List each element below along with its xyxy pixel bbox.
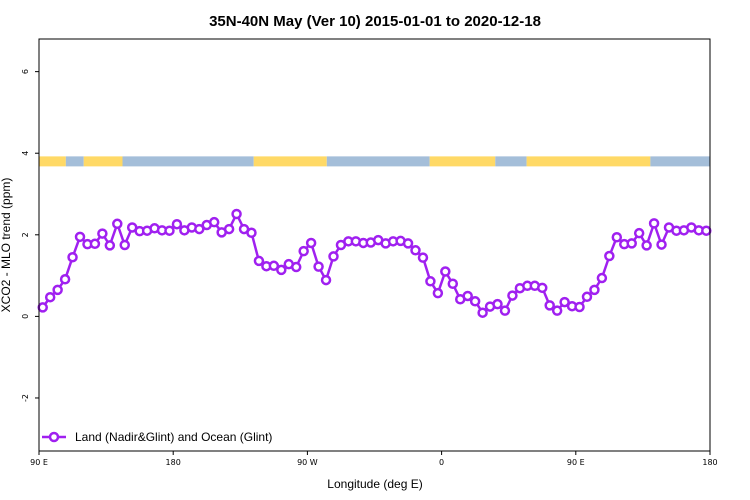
x-tick-label: 0 [439,458,444,467]
chart-title: 35N-40N May (Ver 10) 2015-01-01 to 2020-… [209,13,541,30]
data-point [537,282,548,294]
data-point [44,291,56,303]
data-point [440,266,451,277]
y-tick-label: 4 [21,151,30,156]
data-point [97,228,108,239]
plot-frame [38,38,711,452]
series-layer [37,208,712,318]
strip-segment-land [429,156,496,167]
data-point [633,227,645,239]
data-point [104,240,116,251]
data-point [89,238,101,250]
data-point [328,251,339,262]
legend: Land (Nadir&Glint) and Ocean (Glint) [42,430,272,444]
data-point [425,276,436,287]
x-tick-label: 90 E [30,458,48,467]
strip-segment-land [39,156,66,167]
data-point [462,290,473,302]
data-point [52,284,63,296]
x-tick-label: 90 W [297,458,318,467]
data-point [656,239,667,250]
y-axis-label: XCO2 - MLO trend (ppm) [0,178,13,313]
data-point [432,287,444,299]
data-point [417,252,429,263]
land-ocean-strip [39,156,710,167]
data-point [492,298,503,310]
legend-marker-swatch [48,431,60,443]
strip-segment-ocean [326,156,430,167]
y-tick-label: -2 [21,394,30,402]
data-point [246,227,257,239]
x-tick-label: 180 [166,458,181,467]
strip-segment-ocean [122,156,254,167]
legend-label: Land (Nadir&Glint) and Ocean (Glint) [75,430,272,444]
strip-segment-ocean [495,156,527,167]
data-point [641,240,652,251]
strip-segment-land [83,156,123,167]
data-point [67,251,78,263]
data-point [313,261,324,272]
x-tick-label: 180 [702,458,717,467]
data-point [290,261,302,273]
data-point [604,250,615,262]
data-point [589,284,600,296]
data-point [320,274,332,286]
data-point [305,237,317,249]
data-point [507,290,518,301]
x-tick-label: 90 E [567,458,585,467]
data-point [477,307,488,318]
data-point [701,225,712,236]
data-point [59,274,71,285]
data-point [268,260,280,272]
y-axis: -2 0 2 4 6 [21,69,39,402]
y-tick-label: 2 [21,232,30,237]
data-point [37,302,48,313]
data-point [402,238,414,249]
strip-segment-ocean [650,156,710,167]
data-point [253,255,265,267]
strip-segment-land [526,156,651,167]
data-point [164,225,175,236]
data-point [469,296,481,307]
data-point [596,272,608,284]
strip-segment-land [253,156,327,167]
strip-segment-ocean [65,156,84,167]
data-point [208,216,220,228]
data-point [223,223,235,235]
data-point [276,264,287,276]
data-point [648,218,660,229]
y-tick-label: 0 [21,314,30,319]
data-point [194,223,205,235]
data-point [626,238,637,249]
data-point [171,218,183,230]
data-point [298,245,309,257]
data-point [112,218,123,230]
data-point [574,301,585,313]
data-point [611,231,623,243]
data-point [119,239,130,251]
data-point [499,305,511,316]
data-point [544,300,555,311]
y-tick-label: 6 [21,69,30,74]
x-axis: 90 E 180 90 W 0 90 E 180 [30,451,718,467]
data-point [551,305,563,316]
x-axis-label: Longitude (deg E) [327,477,422,491]
data-point [410,245,421,256]
data-point [74,231,86,243]
data-point [559,296,570,308]
data-point [231,208,242,220]
data-point [581,291,593,303]
data-point [447,278,459,290]
